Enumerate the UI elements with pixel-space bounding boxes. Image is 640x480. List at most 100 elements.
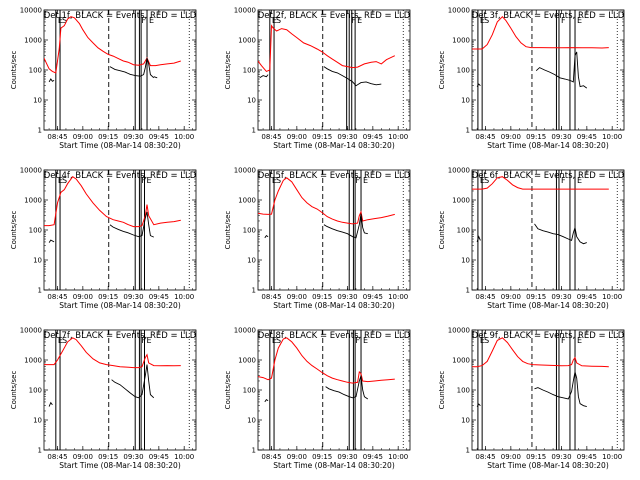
y-tick-label: 10 [33,97,42,105]
interval-letter: S [62,176,67,185]
x-tick-label: 09:00 [73,293,93,301]
panel-data [258,24,396,87]
x-tick-label: 08:45 [475,133,495,141]
x-tick-label: 09:45 [363,293,383,301]
interval-letter: F [141,16,146,25]
events-series-line [264,398,269,403]
panel-data [472,176,609,245]
interval-letter: F [351,16,356,25]
x-axis-label: Start Time (08-Mar-14 08:30:20) [59,301,181,310]
y-tick-label: 1 [252,287,256,295]
y-tick-label: 100 [29,227,42,235]
events-series-line [476,403,481,407]
panel-title: Det 9f, BLACK = Events, RED = LLD [472,331,625,341]
x-tick-label: 09:30 [123,133,143,141]
lld-series-line [44,337,181,369]
y-tick-label: 10000 [234,327,256,335]
lld-series-line [258,337,395,384]
y-tick-label: 10000 [448,7,470,15]
x-tick-label: 08:45 [261,293,281,301]
x-tick-label: 09:45 [149,453,169,461]
events-series-line [264,234,269,239]
y-axis-label: Counts/sec [224,51,232,90]
interval-letter: S [484,336,489,345]
panel-title: Det 7f, BLACK = Events, RED = LLD [44,331,197,341]
detector-panel-8: Det 8f, BLACK = Events, RED = LLD 1 10 100 1… [224,327,411,471]
x-tick-label: 09:00 [501,453,521,461]
y-tick-label: 10 [461,257,470,265]
interval-letter: E [480,16,485,25]
y-tick-label: 1000 [452,357,470,365]
y-tick-label: 1 [38,287,42,295]
panel-data [258,337,395,403]
x-tick-label: 09:15 [526,453,546,461]
interval-letter: S [276,16,281,25]
x-axis-label: Start Time (08-Mar-14 08:30:20) [59,141,181,150]
x-tick-label: 09:15 [526,293,546,301]
interval-letter: S [484,176,489,185]
x-tick-label: 09:45 [577,453,597,461]
y-tick-label: 1000 [238,197,256,205]
x-tick-label: 09:00 [287,293,307,301]
x-tick-label: 09:15 [312,453,332,461]
interval-letter: E [480,336,485,345]
y-tick-label: 10000 [20,7,42,15]
x-tick-label: 08:45 [475,293,495,301]
x-tick-label: 09:00 [287,133,307,141]
panel-title: Det 4f, BLACK = Events, RED = LLD [44,171,197,181]
x-tick-label: 10:00 [602,453,622,461]
lld-series-line [258,177,395,225]
interval-letter: E [146,336,151,345]
y-tick-label: 10000 [234,7,256,15]
y-tick-label: 10000 [448,167,470,175]
panel-data [44,16,181,83]
x-tick-label: 08:45 [47,293,67,301]
interval-letter: F [561,336,566,345]
events-series-line [48,78,55,83]
y-tick-label: 1000 [238,37,256,45]
x-tick-label: 08:45 [47,453,67,461]
events-series-line [109,211,154,238]
y-tick-label: 1 [466,287,470,295]
y-axis-label: Counts/sec [438,211,446,250]
detector-panel-6: Det 6f, BLACK = Events, RED = LLD 1 10 100 1… [438,167,625,311]
x-tick-label: 09:15 [312,133,332,141]
interval-letter: E [577,336,582,345]
x-tick-label: 10:00 [602,133,622,141]
lld-series-line [472,176,609,190]
interval-letter: E [146,176,151,185]
interval-letter: S [484,16,489,25]
x-tick-label: 08:45 [261,453,281,461]
x-axis-label: Start Time (08-Mar-14 08:30:20) [487,141,609,150]
interval-letter: S [62,336,67,345]
x-tick-label: 08:45 [47,133,67,141]
y-axis-label: Counts/sec [10,371,18,410]
panel-title: Det 6f, BLACK = Events, RED = LLD [472,171,625,181]
panel-data [472,337,609,408]
x-axis-label: Start Time (08-Mar-14 08:30:20) [487,461,609,470]
events-series-line [534,223,587,245]
panel-data [44,176,181,243]
y-tick-label: 100 [457,227,470,235]
y-tick-label: 1000 [24,197,42,205]
events-series-line [109,57,155,79]
lld-series-line [472,337,609,368]
y-axis-label: Counts/sec [438,371,446,410]
interval-letter: F [355,176,360,185]
x-tick-label: 09:45 [577,133,597,141]
y-tick-label: 1 [252,127,256,135]
detector-panel-5: Det 5f, BLACK = Events, RED = LLD 1 10 100 1… [224,167,411,311]
x-tick-label: 09:30 [123,453,143,461]
events-series-line [535,51,588,89]
y-axis-label: Counts/sec [10,51,18,90]
detector-panel-9: Det 9f, BLACK = Events, RED = LLD 1 10 100 1… [438,327,625,471]
x-tick-label: 10:00 [174,453,194,461]
y-tick-label: 100 [457,67,470,75]
plot-frame [257,169,411,291]
y-tick-label: 1000 [452,37,470,45]
x-tick-label: 10:00 [388,293,408,301]
y-tick-label: 1000 [452,197,470,205]
interval-letter: E [272,336,277,345]
detector-panel-4: Det 4f, BLACK = Events, RED = LLD 1 10 100 1… [10,167,197,311]
interval-letter: E [58,16,63,25]
